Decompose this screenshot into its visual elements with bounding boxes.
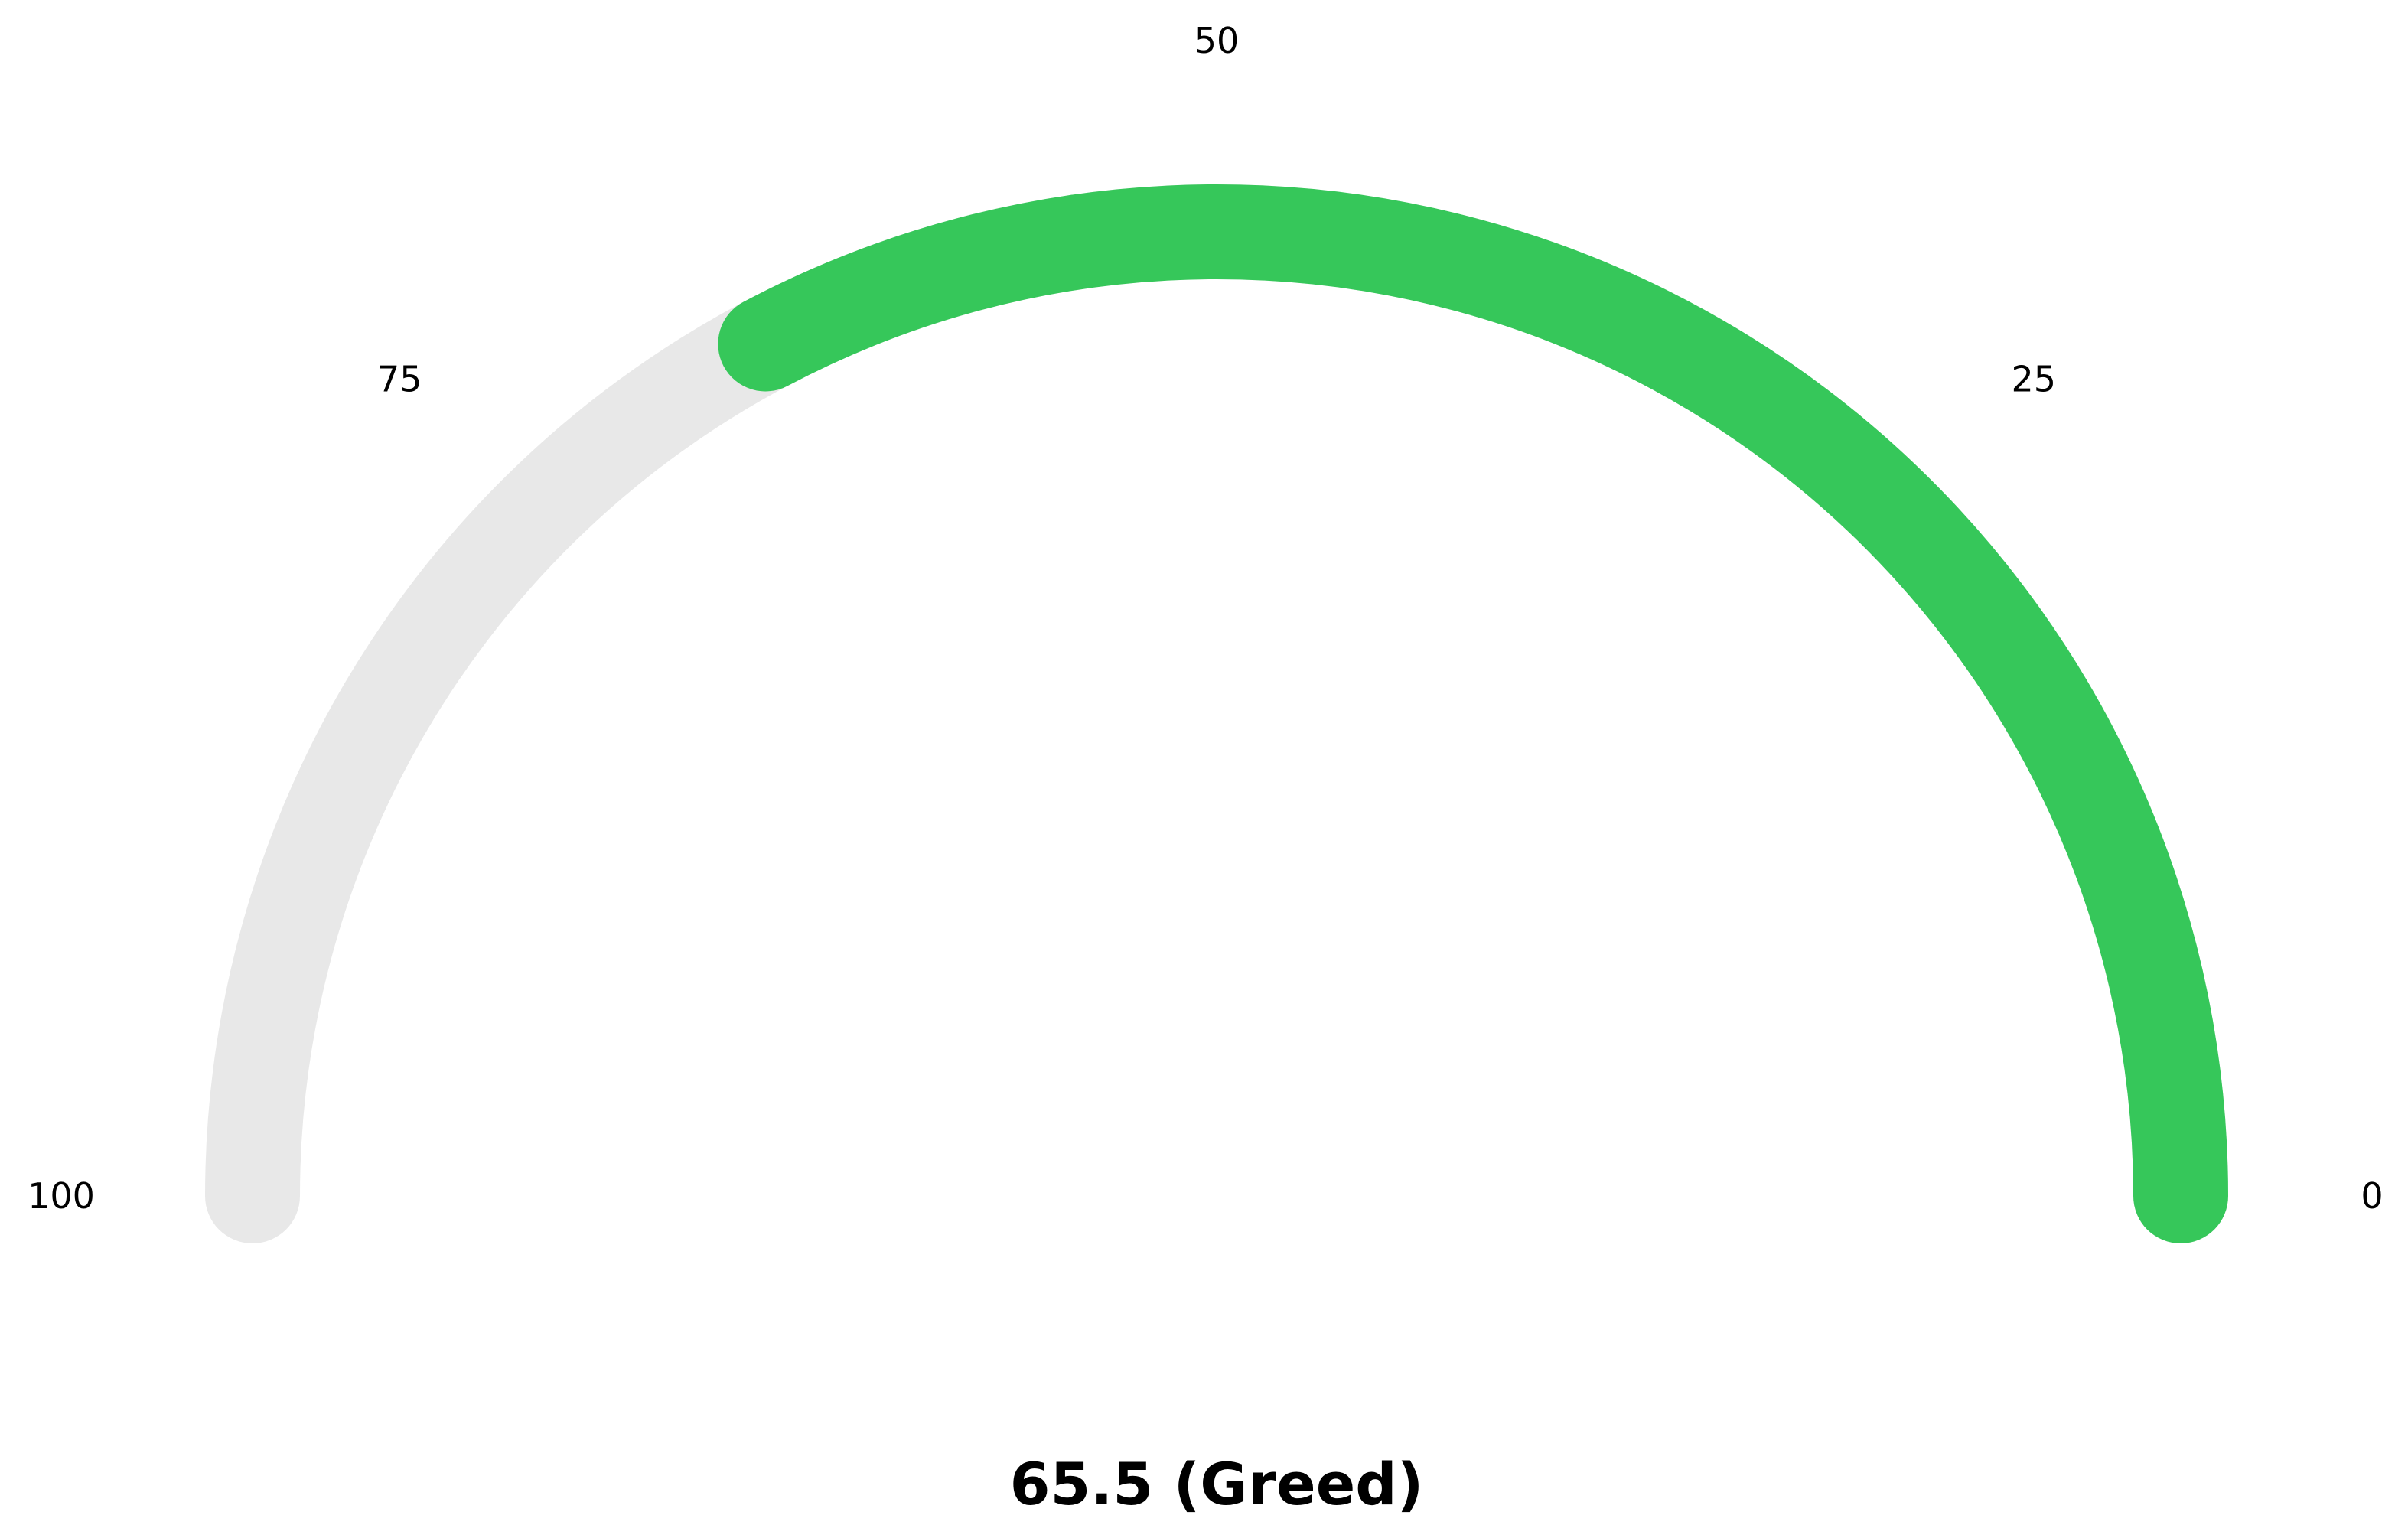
tick-label-75: 75 (377, 358, 422, 399)
tick-label-100: 100 (28, 1175, 95, 1217)
gauge-fill (718, 184, 2228, 1243)
gauge-tick-labels: 0 25 50 75 100 (28, 20, 2384, 1217)
tick-label-25: 25 (2011, 358, 2056, 399)
tick-label-50: 50 (1194, 20, 1240, 61)
tick-label-0: 0 (2361, 1175, 2383, 1217)
gauge-track (205, 184, 2228, 1243)
gauge-value-label: 65.5 (Greed) (1010, 1450, 1424, 1518)
